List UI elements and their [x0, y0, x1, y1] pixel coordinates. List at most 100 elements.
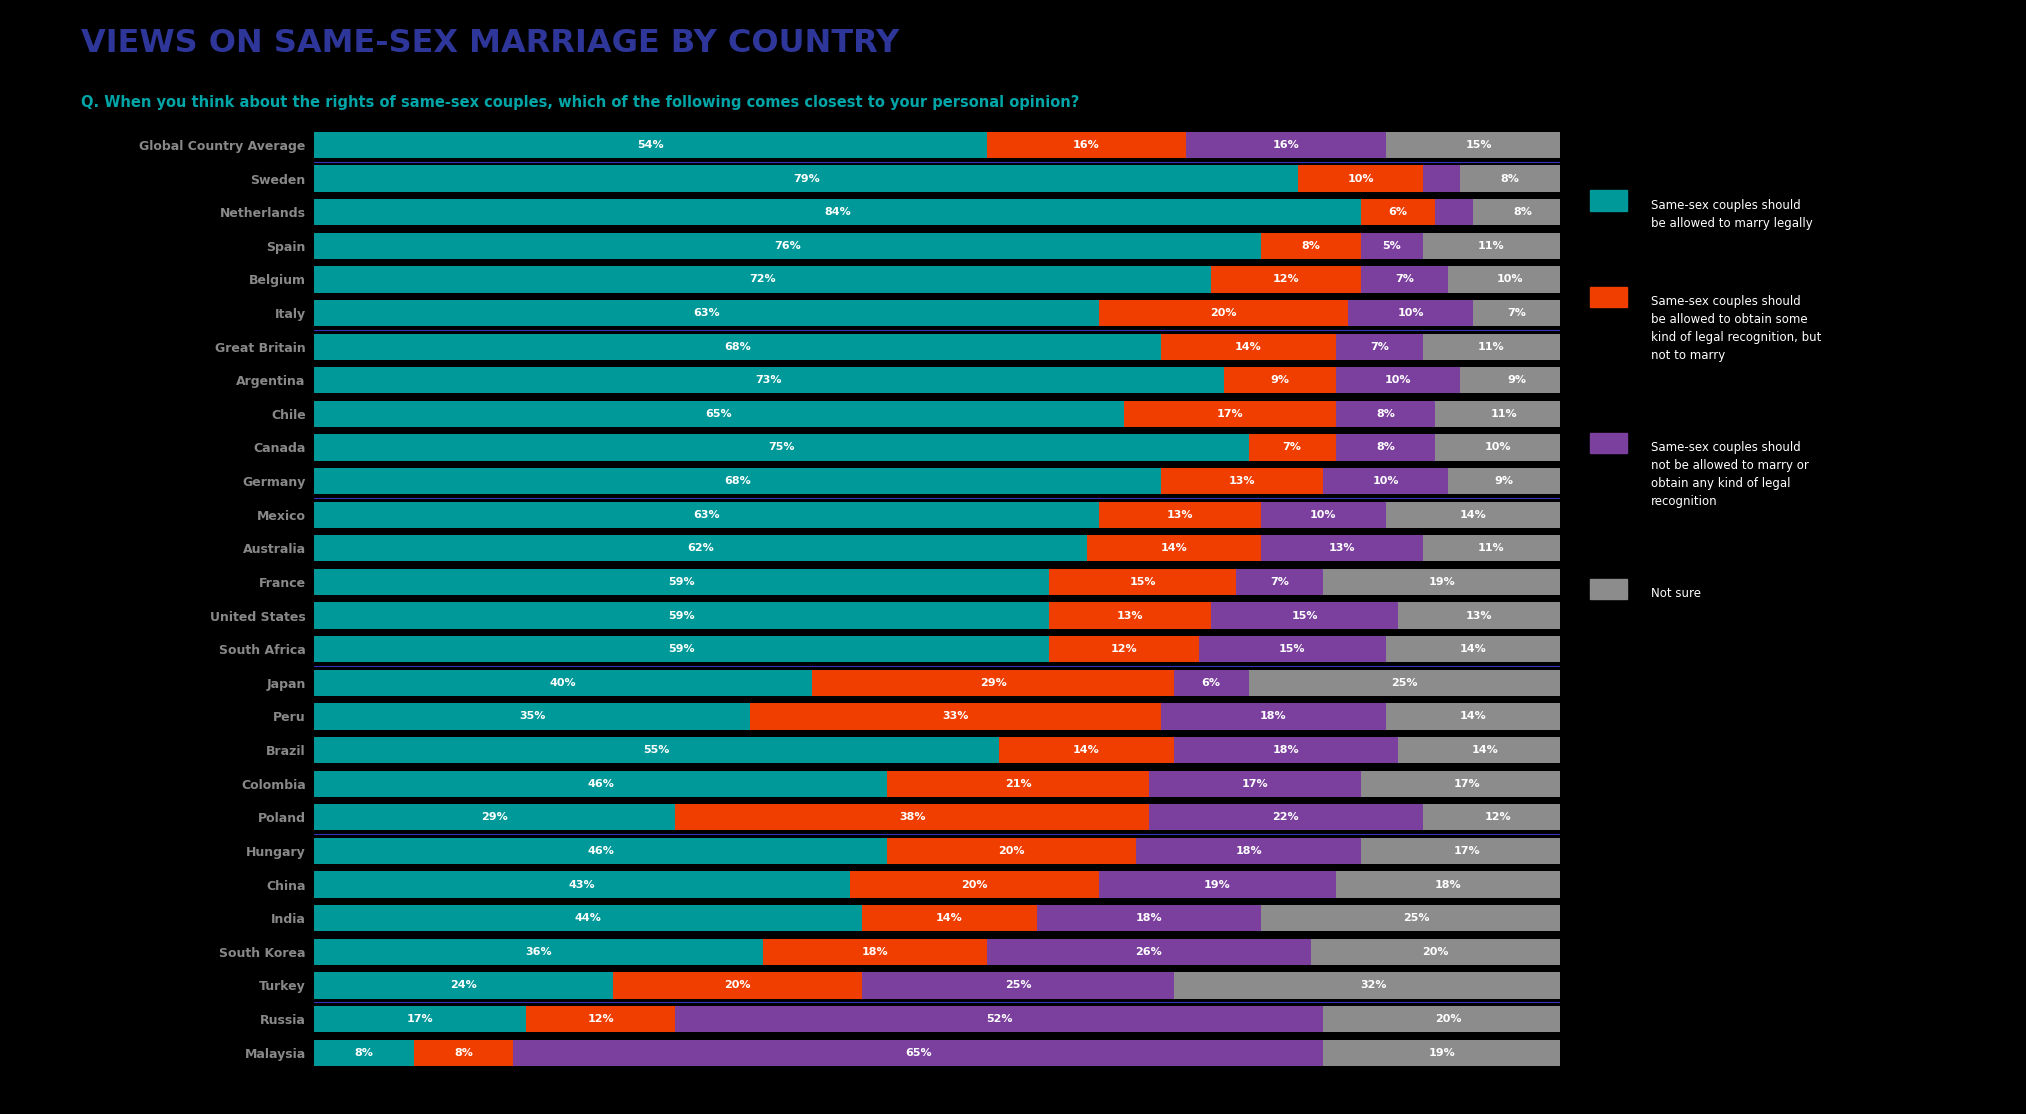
- Bar: [1449, 468, 1560, 495]
- Text: 44%: 44%: [575, 913, 602, 924]
- Text: 33%: 33%: [942, 712, 968, 722]
- Text: 46%: 46%: [588, 779, 614, 789]
- Bar: [1422, 804, 1572, 830]
- Text: 9%: 9%: [1507, 375, 1526, 385]
- Bar: [314, 569, 1049, 595]
- Bar: [1361, 771, 1572, 797]
- Text: 10%: 10%: [1372, 476, 1398, 486]
- Bar: [314, 636, 1049, 663]
- Text: 55%: 55%: [644, 745, 671, 755]
- Bar: [1049, 636, 1199, 663]
- Text: Q. When you think about the rights of same-sex couples, which of the following c: Q. When you think about the rights of sa…: [81, 95, 1080, 109]
- Bar: [1436, 199, 1473, 225]
- Bar: [1212, 266, 1361, 293]
- Bar: [675, 1006, 1323, 1033]
- Text: 8%: 8%: [454, 1047, 472, 1057]
- Text: 68%: 68%: [723, 476, 752, 486]
- Text: 52%: 52%: [987, 1014, 1013, 1024]
- Bar: [1173, 973, 1572, 998]
- Text: 13%: 13%: [1329, 544, 1355, 554]
- Text: 9%: 9%: [1270, 375, 1289, 385]
- Text: 46%: 46%: [588, 846, 614, 856]
- Text: 21%: 21%: [1005, 779, 1031, 789]
- Bar: [1236, 569, 1323, 595]
- Text: 18%: 18%: [861, 947, 887, 957]
- Bar: [1461, 165, 1560, 192]
- Text: 13%: 13%: [1167, 510, 1193, 520]
- Bar: [1335, 434, 1436, 460]
- Bar: [1436, 401, 1572, 427]
- Text: 7%: 7%: [1507, 307, 1526, 317]
- Bar: [314, 1006, 527, 1033]
- Bar: [314, 973, 614, 998]
- Bar: [1248, 434, 1335, 460]
- Bar: [987, 131, 1187, 158]
- Text: 17%: 17%: [1453, 779, 1479, 789]
- Bar: [314, 535, 1086, 561]
- Bar: [314, 905, 863, 931]
- Bar: [762, 939, 987, 965]
- Text: 20%: 20%: [960, 880, 987, 890]
- Text: 63%: 63%: [693, 510, 719, 520]
- Bar: [314, 233, 1260, 258]
- Text: 54%: 54%: [636, 140, 665, 150]
- Text: 15%: 15%: [1128, 577, 1157, 587]
- Bar: [314, 501, 1098, 528]
- Bar: [1461, 368, 1572, 393]
- Text: 59%: 59%: [669, 644, 695, 654]
- Bar: [413, 1039, 513, 1066]
- Text: 29%: 29%: [981, 677, 1007, 687]
- Text: 24%: 24%: [450, 980, 476, 990]
- Bar: [1187, 131, 1386, 158]
- Bar: [1161, 333, 1335, 360]
- Bar: [314, 939, 762, 965]
- Text: 11%: 11%: [1479, 342, 1505, 352]
- Bar: [314, 199, 1361, 225]
- Bar: [1161, 468, 1323, 495]
- Bar: [1311, 939, 1560, 965]
- Text: 19%: 19%: [1428, 1047, 1455, 1057]
- Bar: [314, 771, 887, 797]
- Bar: [1347, 300, 1473, 326]
- Text: 15%: 15%: [1465, 140, 1493, 150]
- Bar: [1361, 266, 1449, 293]
- Bar: [1361, 233, 1422, 258]
- Text: 20%: 20%: [1422, 947, 1449, 957]
- Bar: [1149, 804, 1422, 830]
- Text: 14%: 14%: [1471, 745, 1499, 755]
- Text: 14%: 14%: [1459, 712, 1487, 722]
- Text: 25%: 25%: [1005, 980, 1031, 990]
- Text: 13%: 13%: [1230, 476, 1256, 486]
- Bar: [1260, 535, 1422, 561]
- Bar: [1386, 703, 1560, 730]
- Text: 9%: 9%: [1495, 476, 1513, 486]
- Bar: [1436, 434, 1560, 460]
- Bar: [863, 973, 1173, 998]
- Bar: [1323, 569, 1560, 595]
- Bar: [1422, 333, 1560, 360]
- Bar: [314, 266, 1212, 293]
- Text: 19%: 19%: [1428, 577, 1455, 587]
- Bar: [1386, 131, 1572, 158]
- Text: 73%: 73%: [756, 375, 782, 385]
- Text: 11%: 11%: [1479, 544, 1505, 554]
- Text: 65%: 65%: [705, 409, 731, 419]
- Text: Not sure: Not sure: [1651, 587, 1702, 600]
- Text: 13%: 13%: [1116, 610, 1143, 620]
- Text: 18%: 18%: [1260, 712, 1287, 722]
- Text: 8%: 8%: [355, 1047, 373, 1057]
- Text: 25%: 25%: [1392, 677, 1418, 687]
- Text: 29%: 29%: [482, 812, 509, 822]
- Bar: [527, 1006, 675, 1033]
- Text: 17%: 17%: [407, 1014, 434, 1024]
- Bar: [1098, 300, 1347, 326]
- Bar: [314, 333, 1161, 360]
- Text: 59%: 59%: [669, 610, 695, 620]
- Text: 8%: 8%: [1376, 442, 1396, 452]
- Text: 79%: 79%: [792, 174, 821, 184]
- Bar: [314, 603, 1049, 628]
- Bar: [1299, 165, 1422, 192]
- Bar: [1422, 535, 1560, 561]
- Text: 10%: 10%: [1485, 442, 1511, 452]
- Text: 16%: 16%: [1272, 140, 1299, 150]
